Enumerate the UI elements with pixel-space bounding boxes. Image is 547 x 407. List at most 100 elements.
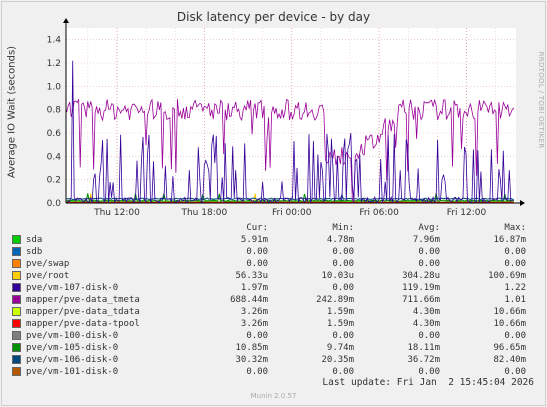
legend-swatch (12, 271, 21, 280)
legend-min-value: 0.00 (332, 283, 354, 293)
legend-row: pve/root 56.33u 10.03u 304.28u 100.69m (12, 270, 526, 282)
plot-area (66, 28, 516, 203)
legend-avg-value: 7.96m (412, 235, 440, 245)
legend-min-value: 0.00 (332, 247, 354, 257)
legend-avg-value: 304.28u (402, 271, 440, 281)
legend-series-cell: pve/vm-107-disk-0 (12, 282, 182, 294)
legend-max-value: 16.87m (493, 235, 526, 245)
legend-series-name: sda (26, 235, 43, 245)
legend-row: pve/vm-107-disk-0 1.97m 0.00 119.19m 1.22 (12, 282, 526, 294)
legend-row: pve/vm-101-disk-0 0.00 0.00 0.00 0.00 (12, 366, 526, 378)
x-tick-label: Thu 18:00 (180, 208, 227, 218)
legend-cur-value: 688.44m (230, 295, 268, 305)
legend-cur-value: 30.32m (235, 355, 268, 365)
legend-cur-value: 3.26m (240, 307, 268, 317)
legend-swatch (12, 343, 21, 352)
legend-series-name: pve/vm-106-disk-0 (26, 355, 119, 365)
legend-series-cell: sdb (12, 246, 182, 258)
legend-max-value: 0.00 (504, 247, 526, 257)
legend-cur-value: 10.85m (235, 343, 268, 353)
legend-avg-value: 711.66m (402, 295, 440, 305)
x-tick-label: Fri 00:00 (272, 208, 312, 218)
legend-series-cell: mapper/pve-data_tdata (12, 306, 182, 318)
legend-row: mapper/pve-data_tmeta 688.44m 242.89m 711.6… (12, 294, 526, 306)
legend-min-value: 0.00 (332, 259, 354, 269)
legend-swatch (12, 247, 21, 256)
legend-header-row: Cur: Min: Avg: Max: (12, 222, 526, 234)
legend-series-name: pve/vm-101-disk-0 (26, 367, 119, 377)
legend-series-cell: mapper/pve-data_tmeta (12, 294, 182, 306)
y-tick-label: 0.8 (47, 106, 62, 116)
y-tick-label: 0.2 (47, 176, 61, 186)
legend-max-value: 96.65m (493, 343, 526, 353)
legend-series-cell: sda (12, 234, 182, 246)
legend-swatch (12, 235, 21, 244)
legend-max-value: 1.22 (504, 283, 526, 293)
y-tick-label: 1.0 (47, 82, 62, 92)
legend-series-cell: mapper/pve-data-tpool (12, 318, 182, 330)
legend-header-max: Max: (504, 223, 526, 233)
legend-min-value: 0.00 (332, 331, 354, 341)
y-tick-label: 1.2 (47, 59, 61, 69)
y-tick-label: 0.0 (47, 199, 62, 209)
y-tick-label: 1.4 (47, 36, 62, 46)
legend-min-value: 0.00 (332, 367, 354, 377)
last-update-text: Last update: Fri Jan 2 15:45:04 2026 (322, 377, 534, 388)
legend-header-cur: Cur: (246, 223, 268, 233)
y-tick-label: 0.6 (47, 129, 62, 139)
legend-series-name: sdb (26, 247, 43, 257)
legend-row: sda 5.91m 4.78m 7.96m 16.87m (12, 234, 526, 246)
legend-min-value: 9.74m (326, 343, 354, 353)
legend-max-value: 1.01 (504, 295, 526, 305)
legend-series-name: pve/vm-100-disk-0 (26, 331, 119, 341)
legend-min-value: 20.35m (321, 355, 354, 365)
legend-series-cell: pve/root (12, 270, 182, 282)
legend-max-value: 0.00 (504, 367, 526, 377)
x-tick-label: Thu 12:00 (93, 208, 140, 218)
legend-cur-value: 3.26m (240, 319, 268, 329)
legend-swatch (12, 259, 21, 268)
legend-cur-value: 0.00 (246, 331, 268, 341)
legend-series-cell: pve/vm-101-disk-0 (12, 366, 182, 378)
legend-min-value: 1.59m (326, 307, 354, 317)
legend-row: pve/vm-100-disk-0 0.00 0.00 0.00 0.00 (12, 330, 526, 342)
legend-series-cell: pve/swap (12, 258, 182, 270)
legend-min-value: 4.78m (326, 235, 354, 245)
legend-header-name (12, 222, 182, 234)
legend-header-min: Min: (332, 223, 354, 233)
chart-title: Disk latency per device - by day (176, 10, 371, 24)
legend-row: mapper/pve-data_tdata 3.26m 1.59m 4.30m 10.6… (12, 306, 526, 318)
legend-header-avg: Avg: (418, 223, 440, 233)
series-line-pve-vm-107-disk-0 (66, 60, 514, 204)
munin-version-footer: Munin 2.0.57 (250, 392, 297, 400)
legend-avg-value: 0.00 (418, 367, 440, 377)
legend-avg-value: 0.00 (418, 259, 440, 269)
legend-row: pve/swap 0.00 0.00 0.00 0.00 (12, 258, 526, 270)
legend-avg-value: 4.30m (412, 319, 440, 329)
x-tick-label: Fri 06:00 (359, 208, 399, 218)
legend-cur-value: 0.00 (246, 259, 268, 269)
y-axis-arrow (63, 18, 69, 23)
legend-table: Cur: Min: Avg: Max: sda 5.91m 4.78m 7.96m 16… (12, 222, 526, 378)
y-tick-label: 0.4 (47, 152, 62, 162)
legend-cur-value: 5.91m (240, 235, 268, 245)
legend-avg-value: 119.19m (402, 283, 440, 293)
legend-max-value: 100.69m (488, 271, 526, 281)
legend-swatch (12, 307, 21, 316)
legend-series-name: pve/swap (26, 259, 70, 269)
legend-row: mapper/pve-data-tpool 3.26m 1.59m 4.30m 10.6… (12, 318, 526, 330)
legend-series-cell: pve/vm-106-disk-0 (12, 354, 182, 366)
legend-cur-value: 1.97m (240, 283, 268, 293)
legend-min-value: 1.59m (326, 319, 354, 329)
legend-avg-value: 36.72m (407, 355, 440, 365)
legend-max-value: 0.00 (504, 331, 526, 341)
legend-swatch (12, 367, 21, 376)
legend-swatch (12, 319, 21, 328)
legend-swatch (12, 355, 21, 364)
legend-series-name: mapper/pve-data_tmeta (26, 295, 140, 305)
legend-min-value: 10.03u (321, 271, 354, 281)
legend-series-name: mapper/pve-data_tdata (26, 307, 140, 317)
legend-max-value: 10.66m (493, 319, 526, 329)
